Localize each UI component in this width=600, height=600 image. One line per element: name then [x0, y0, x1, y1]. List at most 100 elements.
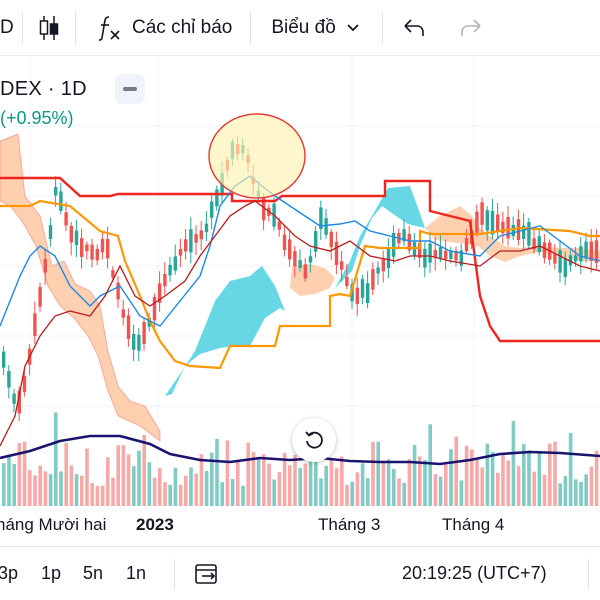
candle-body	[314, 231, 318, 252]
volume-bar	[54, 412, 58, 506]
candle-body	[215, 189, 219, 207]
volume-bar	[282, 452, 287, 506]
legend-symbol-title: DEX · 1D	[0, 77, 87, 100]
volume-bar	[438, 476, 443, 506]
candle-body	[126, 315, 131, 339]
volume-bar	[173, 467, 178, 506]
volume-bar	[366, 478, 370, 506]
volume-bar	[132, 466, 136, 506]
candle-body	[579, 246, 583, 262]
volume-bar	[142, 434, 146, 506]
go-to-date-button[interactable]	[192, 559, 222, 589]
symbol-legend: DEX · 1D	[0, 74, 145, 104]
volume-bar	[454, 436, 458, 506]
candle-body	[563, 258, 567, 278]
candle-body	[542, 242, 547, 259]
candle-body	[199, 230, 203, 240]
candle-body	[69, 225, 73, 243]
volume-bar	[397, 478, 401, 506]
candle-body	[376, 267, 380, 274]
candle-body	[158, 283, 162, 303]
volume-bar	[340, 456, 344, 506]
minus-icon	[122, 87, 137, 91]
volume-bar	[360, 463, 365, 506]
price-chart[interactable]: DEX · 1D (+0.95%)	[0, 56, 600, 506]
senkou-span-b-line	[0, 199, 600, 370]
candle-body	[168, 264, 172, 276]
range-5n-button[interactable]: 5n	[83, 563, 104, 583]
time-tick-label: háng Mười hai	[0, 515, 107, 534]
candle-body	[38, 286, 42, 307]
candle-body	[293, 251, 297, 267]
time-axis[interactable]: háng Mười hai 2023 Tháng 3 Tháng 4	[0, 506, 600, 546]
candle-body	[392, 232, 396, 257]
candle-body	[527, 222, 531, 246]
candle-body	[64, 212, 68, 226]
volume-bar	[350, 481, 354, 506]
candle-body	[501, 221, 505, 234]
legend-collapse-button[interactable]	[114, 74, 145, 104]
volume-bar	[85, 448, 89, 506]
candle-body	[137, 334, 141, 351]
volume-bar	[376, 441, 380, 506]
volume-bar	[563, 475, 568, 506]
candle-body	[142, 322, 146, 344]
chart-style-button[interactable]	[23, 0, 75, 56]
volume-bar	[241, 485, 245, 506]
candle-body	[594, 240, 599, 263]
volume-bar	[548, 443, 552, 506]
range-3p-button[interactable]: 3p	[0, 563, 19, 583]
candle-body	[537, 236, 541, 253]
symbol-search-button[interactable]: D	[0, 0, 22, 56]
volume-bar	[480, 467, 484, 506]
volume-bar	[80, 475, 84, 506]
time-tick-label: Tháng 4	[442, 515, 505, 534]
volume-bars	[2, 412, 599, 506]
highlight-circle-annotation[interactable]	[208, 113, 306, 199]
volume-ma-line	[0, 434, 600, 466]
undo-button[interactable]	[383, 0, 445, 56]
volume-bar	[490, 452, 495, 506]
volume-bar	[423, 460, 427, 506]
candle-body	[522, 225, 526, 239]
candle-body	[163, 274, 167, 287]
candle-body	[17, 390, 21, 414]
candle-body	[475, 211, 479, 233]
volume-bar	[345, 484, 349, 506]
volume-bar	[485, 443, 490, 506]
volume-bar	[459, 480, 464, 506]
volume-bar	[256, 457, 261, 506]
indicators-button[interactable]: Các chỉ báo	[76, 0, 250, 56]
range-1p-button[interactable]: 1p	[41, 563, 62, 583]
volume-bar	[381, 460, 386, 506]
function-icon	[98, 15, 120, 41]
indicators-label: Các chỉ báo	[132, 16, 233, 38]
redo-button[interactable]	[445, 0, 497, 56]
candle-body	[194, 234, 198, 243]
candle-body	[54, 186, 58, 196]
candle-body	[438, 247, 443, 259]
candle-body	[308, 256, 313, 263]
cloud-bullish-middle	[165, 266, 285, 396]
candle-body	[516, 219, 521, 240]
candle-body	[496, 214, 500, 231]
volume-bar	[444, 464, 448, 506]
candle-body	[433, 249, 437, 258]
volume-bar	[95, 485, 100, 506]
reset-chart-button[interactable]	[292, 418, 336, 462]
timezone-clock[interactable]: 20:19:25 (UTC+7)	[402, 563, 547, 583]
volume-bar	[262, 454, 266, 506]
volume-bar	[496, 472, 500, 506]
time-tick-label: Tháng 3	[318, 515, 381, 534]
chart-canvas[interactable]	[0, 56, 600, 506]
range-1n-button[interactable]: 1n	[126, 563, 147, 583]
candle-body	[485, 210, 489, 231]
chart-type-dropdown[interactable]: Biểu đồ	[251, 0, 381, 56]
toolbar-divider	[22, 11, 23, 44]
volume-bar	[402, 482, 406, 506]
candle-body	[490, 211, 495, 235]
volume-bar	[288, 465, 292, 506]
candle-body	[449, 251, 453, 260]
candle-body	[100, 239, 105, 253]
volume-bar	[501, 452, 505, 506]
